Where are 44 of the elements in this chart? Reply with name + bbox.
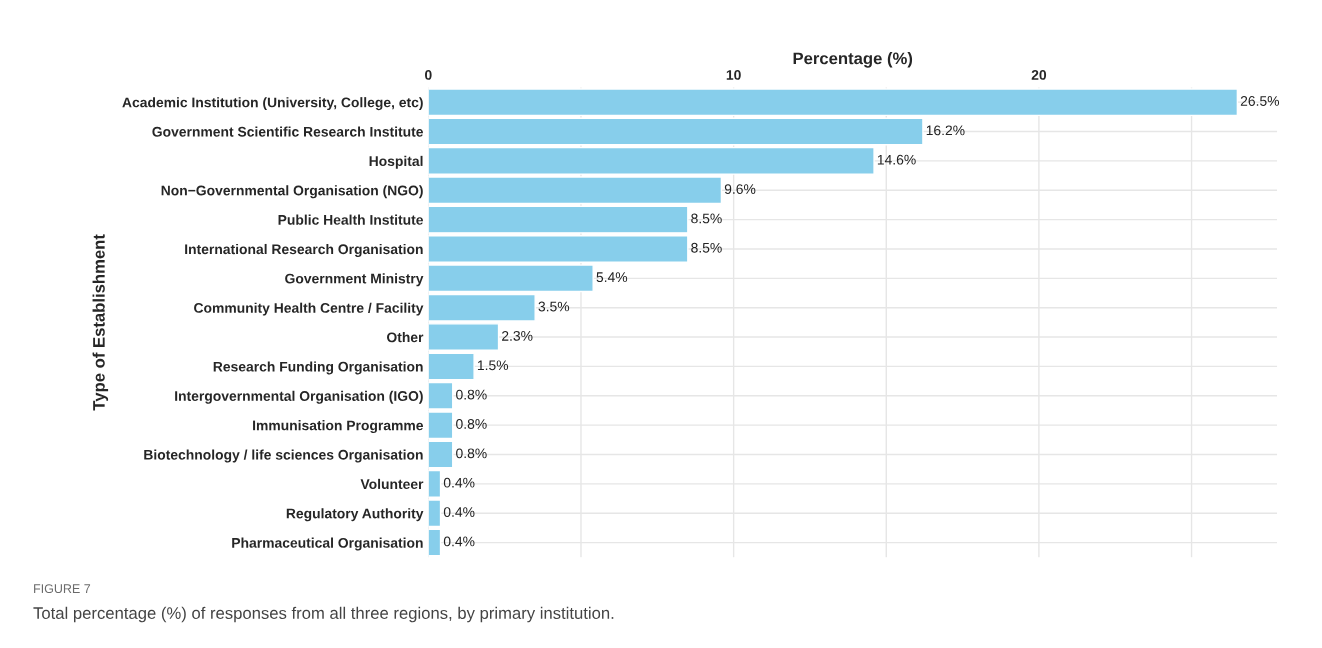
text: Total percentage (%) of responses from all three regions, by primary institution. bbox=[33, 606, 614, 623]
y-tick-label: Biotechnology / life sciences Organisation bbox=[144, 449, 423, 463]
data-label: 16.2% bbox=[926, 125, 965, 136]
y-tick-label: Non−Governmental Organisation (NGO) bbox=[161, 185, 423, 199]
x-tick-label: 20 bbox=[1031, 70, 1047, 80]
data-label: 8.5% bbox=[691, 213, 722, 224]
y-axis-title: Type of Establishment bbox=[92, 234, 109, 411]
bar bbox=[428, 88, 1239, 117]
y-tick-label: International Research Organisation bbox=[185, 243, 423, 257]
y-tick-label: Immunisation Programme bbox=[253, 420, 423, 434]
data-label: 3.5% bbox=[538, 301, 570, 312]
caption: FIGURE 7 bbox=[34, 584, 91, 594]
data-label: 0.8% bbox=[456, 448, 487, 459]
y-tick-label: Intergovernmental Organisation (IGO) bbox=[175, 390, 423, 404]
y-tick-label: Research Funding Organisation bbox=[213, 361, 423, 375]
data-label: 0.8% bbox=[456, 419, 487, 429]
data-label: 2.3% bbox=[502, 330, 533, 341]
data-label: 9.6% bbox=[724, 184, 756, 194]
x-tick-label: 0 bbox=[425, 70, 432, 80]
bar bbox=[428, 440, 454, 469]
x-axis-title: Percentage (%) bbox=[793, 52, 913, 68]
y-tick-label: Hospital bbox=[369, 155, 423, 169]
y-tick-label: Community Health Centre / Facility bbox=[194, 302, 424, 316]
data-label: 14.6% bbox=[877, 154, 916, 165]
data-label: 1.5% bbox=[477, 360, 509, 371]
y-tick-label: Pharmaceutical Organisation bbox=[232, 537, 423, 551]
y-tick-label: Government Scientific Research Institute bbox=[152, 126, 424, 137]
data-label: 0.4% bbox=[443, 477, 475, 488]
y-tick-label: Academic Institution (University, College, etc) bbox=[122, 97, 423, 111]
y-tick-label: Government Ministry bbox=[285, 273, 424, 287]
bar bbox=[428, 528, 442, 557]
data-label: 26.5% bbox=[1240, 96, 1280, 106]
data-label: 0.4% bbox=[443, 536, 475, 547]
data-label: 5.4% bbox=[596, 272, 628, 283]
data-label: 0.8% bbox=[456, 389, 487, 400]
y-tick-label: Public Health Institute bbox=[278, 214, 423, 225]
bar bbox=[428, 352, 475, 381]
bar bbox=[428, 117, 924, 146]
x-tick-label: 10 bbox=[726, 70, 741, 80]
y-tick-label: Regulatory Authority bbox=[286, 508, 424, 522]
y-tick-label: Volunteer bbox=[360, 478, 424, 490]
data-label: 8.5% bbox=[691, 242, 722, 253]
data-label: 0.4% bbox=[443, 507, 475, 517]
y-tick-label: Other bbox=[387, 332, 424, 343]
